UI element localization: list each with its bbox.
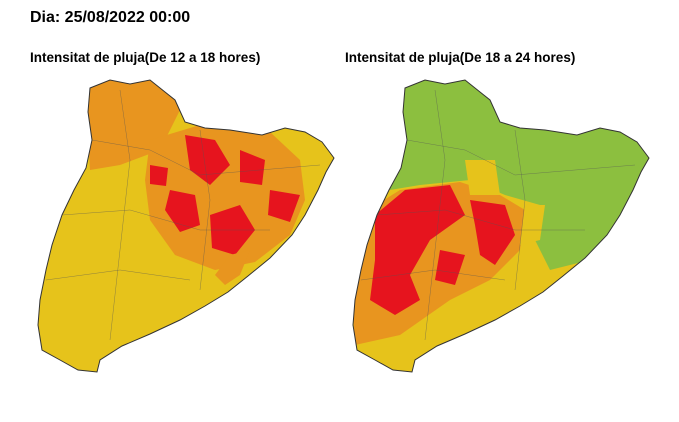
date-header: Dia: 25/08/2022 00:00 <box>30 9 191 26</box>
region-borders <box>45 89 321 341</box>
map-left <box>38 80 334 372</box>
region-borders <box>360 89 636 341</box>
map-title: Intensitat de pluja(De 18 a 24 hores) <box>345 50 576 65</box>
map-right <box>353 80 649 372</box>
map-title: Intensitat de pluja(De 12 a 18 hores) <box>30 50 261 65</box>
